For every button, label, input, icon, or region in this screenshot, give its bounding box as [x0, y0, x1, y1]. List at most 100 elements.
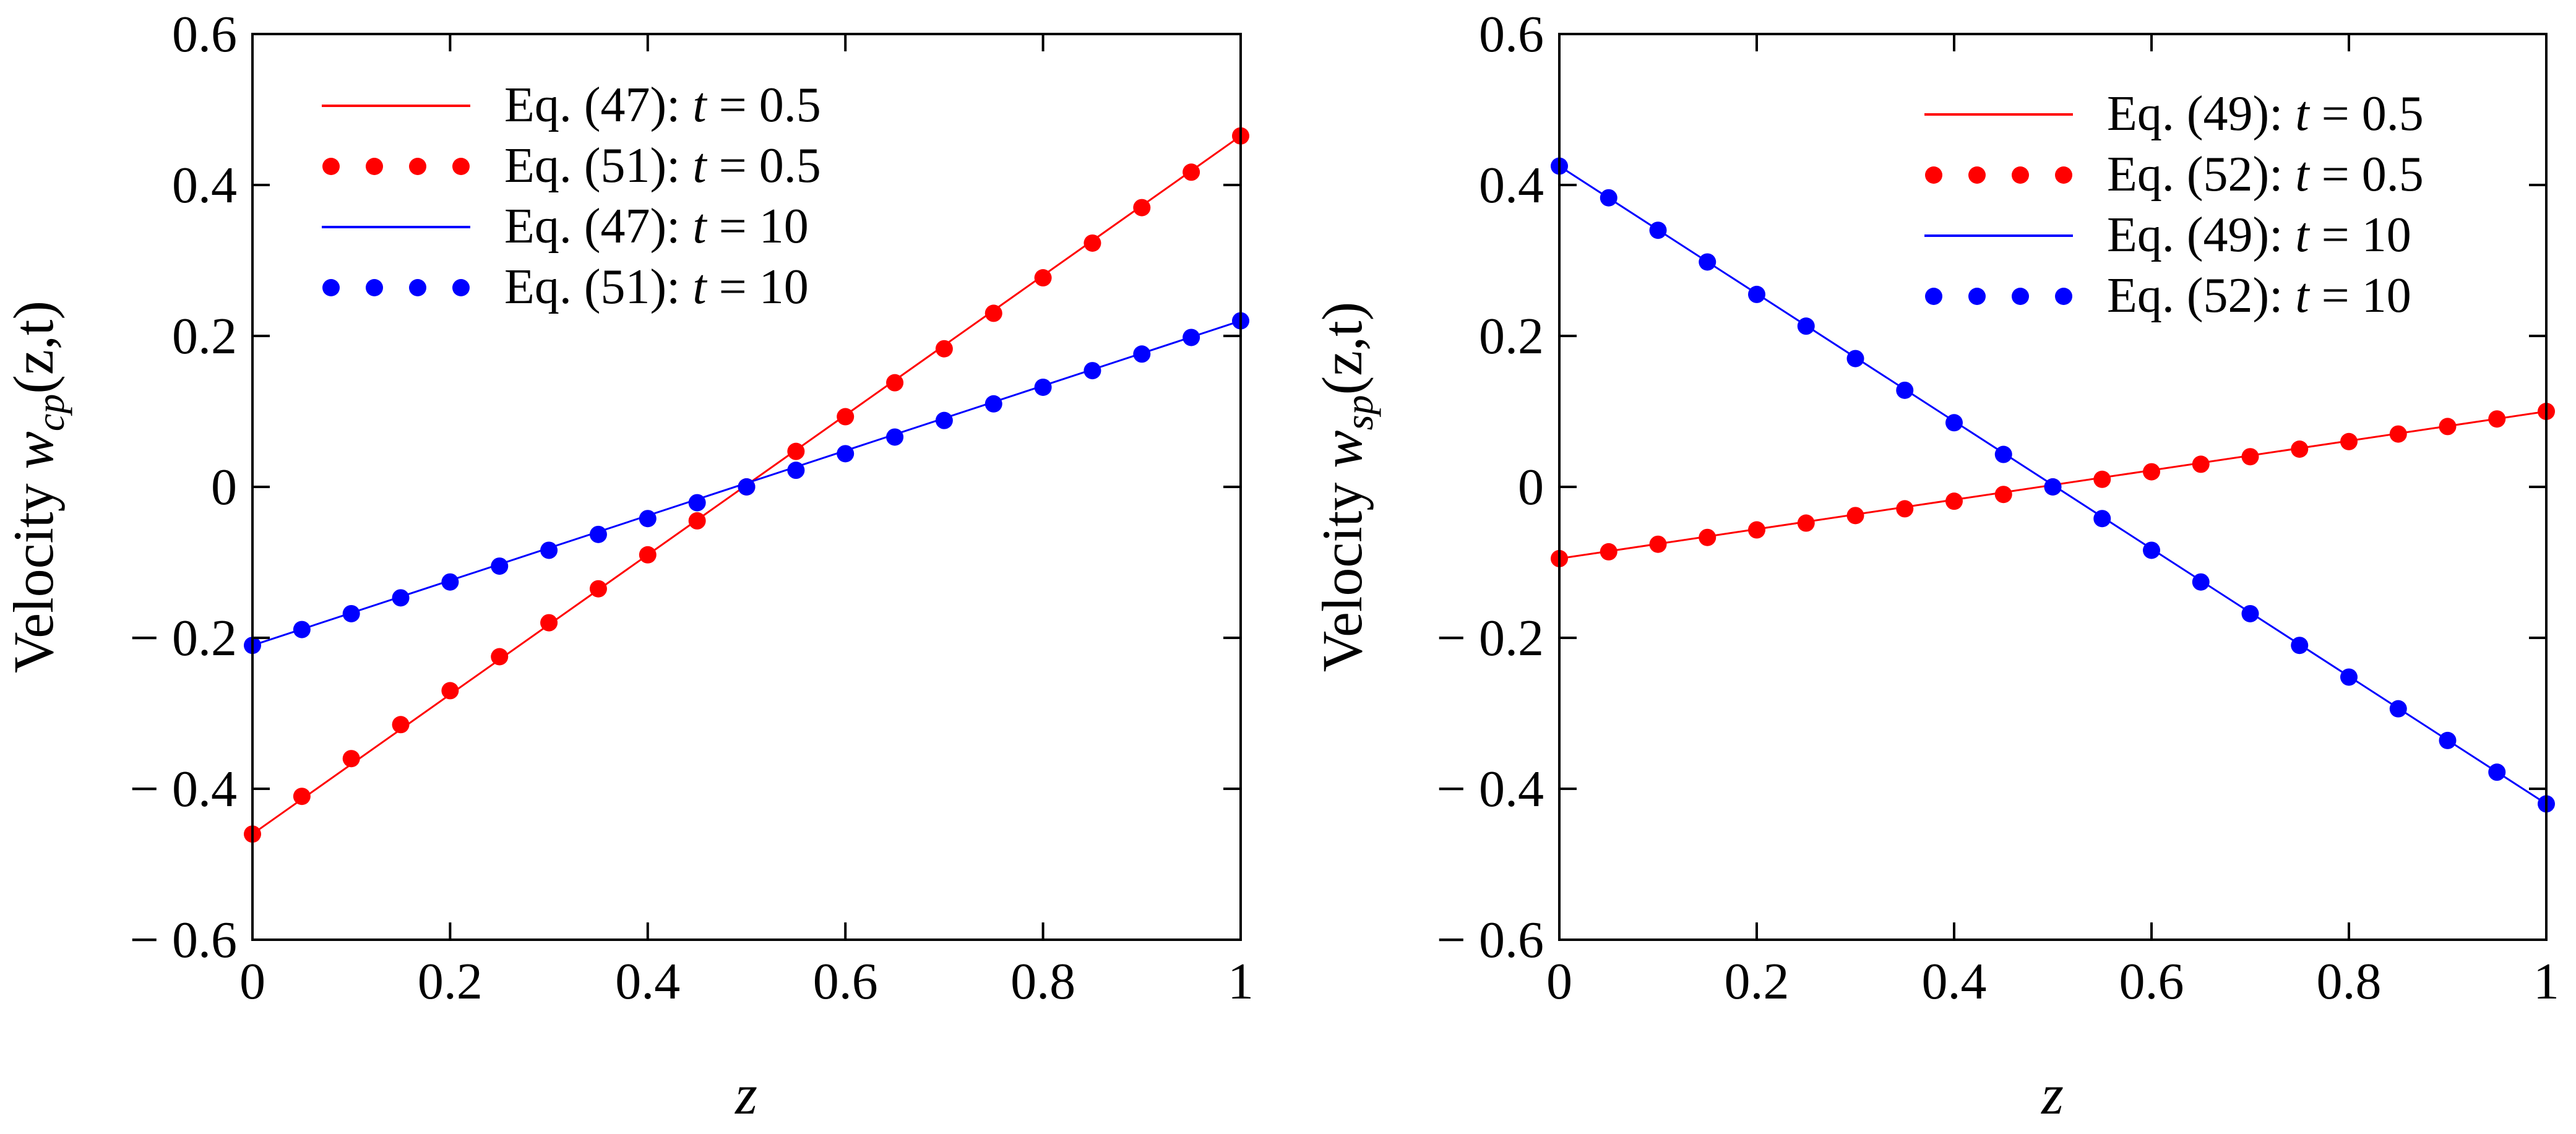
data-point	[1133, 199, 1151, 217]
data-point	[1846, 507, 1864, 525]
legend-label-eq: Eq. (52):	[2107, 268, 2295, 323]
x-tick-label: 0.8	[1010, 953, 1075, 1010]
data-point	[1182, 163, 1200, 181]
data-point	[1034, 378, 1052, 396]
x-tick-label: 1	[1228, 953, 1254, 1010]
legend-swatch-dot	[2055, 166, 2072, 184]
x-tick-label: 0	[1546, 953, 1572, 1010]
data-point	[787, 462, 805, 479]
x-tick-label: 0.2	[418, 953, 483, 1010]
data-point	[1846, 350, 1864, 367]
data-point	[2340, 432, 2358, 450]
data-point	[1600, 189, 1618, 207]
legend-label-value: = 0.5	[707, 139, 821, 193]
data-point	[293, 788, 311, 805]
data-point	[293, 621, 311, 638]
legend-label-eq: Eq. (51):	[504, 139, 692, 193]
data-point	[2044, 478, 2062, 496]
data-point	[886, 428, 904, 446]
legend-label-eq: Eq. (52):	[2107, 147, 2295, 202]
legend-swatch-dot	[366, 158, 383, 175]
data-point	[2143, 541, 2160, 559]
legend-label-var: t	[692, 139, 707, 193]
data-point	[1994, 486, 2012, 504]
data-point	[688, 494, 706, 512]
data-point	[540, 541, 558, 559]
data-point	[2192, 455, 2210, 473]
y-label-prefix: Velocity	[2, 469, 65, 673]
data-point	[2093, 470, 2111, 488]
data-point	[787, 442, 805, 460]
legend: Eq. (47): t = 0.5Eq. (51): t = 0.5Eq. (4…	[322, 78, 821, 314]
y-label-var: w	[1311, 430, 1374, 468]
data-point	[688, 512, 706, 530]
legend-label: Eq. (47): t = 10	[504, 199, 809, 254]
x-tick-label: 0.2	[1725, 953, 1790, 1010]
y-label-args: (z,t)	[2, 301, 65, 394]
x-tick-label: 0.4	[1922, 953, 1987, 1010]
legend-label: Eq. (47): t = 0.5	[504, 78, 821, 132]
legend-label: Eq. (51): t = 10	[504, 260, 809, 314]
data-point	[2439, 731, 2457, 749]
legend-swatch-dot	[2012, 166, 2029, 184]
legend-label-value: = 10	[707, 260, 809, 314]
data-point	[1600, 543, 1618, 561]
legend-label-var: t	[2295, 208, 2310, 262]
x-axis-label: z	[2040, 1063, 2064, 1126]
data-point	[1083, 362, 1101, 380]
data-point	[342, 750, 360, 768]
data-point	[935, 340, 953, 358]
data-point	[392, 716, 410, 734]
data-point	[1797, 317, 1815, 335]
data-point	[2291, 637, 2309, 655]
legend-label: Eq. (49): t = 0.5	[2107, 87, 2424, 141]
legend-label: Eq. (51): t = 0.5	[504, 139, 821, 193]
x-tick-label: 0.8	[2317, 953, 2382, 1010]
data-point	[984, 395, 1002, 413]
legend-swatch-dot	[322, 279, 340, 296]
data-point	[1945, 414, 1963, 432]
x-axis-label: z	[734, 1063, 757, 1126]
x-tick-label: 0	[239, 953, 265, 1010]
y-tick-label: 0.4	[1479, 157, 1544, 214]
y-label-prefix: Velocity	[1311, 468, 1374, 672]
legend-label-eq: Eq. (47):	[504, 199, 692, 254]
y-tick-label: − 0.4	[1437, 760, 1544, 818]
data-point	[2340, 668, 2358, 686]
legend-swatch-dot	[1968, 288, 1986, 305]
data-point	[1797, 514, 1815, 532]
data-point	[2488, 410, 2506, 428]
data-point	[1649, 221, 1667, 239]
data-point	[1748, 521, 1765, 539]
y-tick-label: 0.2	[1479, 307, 1544, 365]
data-point	[1133, 345, 1151, 363]
legend-label-var: t	[692, 199, 707, 254]
y-tick-label: − 0.6	[130, 911, 237, 969]
data-point	[589, 580, 607, 598]
legend-swatch-dot	[2055, 288, 2072, 305]
legend-label: Eq. (49): t = 10	[2107, 208, 2411, 262]
data-point	[342, 604, 360, 622]
data-point	[540, 614, 558, 632]
legend-label-eq: Eq. (49):	[2107, 87, 2295, 141]
legend-label-var: t	[692, 78, 707, 132]
legend-swatch-dot	[2012, 288, 2029, 305]
y-label-var: w	[2, 431, 65, 469]
data-point	[2241, 604, 2259, 622]
data-point	[441, 682, 459, 700]
y-tick-label: 0.4	[172, 157, 237, 214]
y-tick-label: 0.6	[172, 6, 237, 63]
data-point	[589, 525, 607, 543]
legend-label-value: = 10	[707, 199, 809, 254]
data-point	[935, 411, 953, 429]
data-point	[1994, 445, 2012, 463]
data-point	[491, 557, 509, 575]
y-label-args: (z,t)	[1311, 302, 1374, 395]
x-tick-label: 0.6	[2119, 953, 2184, 1010]
legend-label: Eq. (52): t = 0.5	[2107, 147, 2424, 202]
legend-label-eq: Eq. (47):	[504, 78, 692, 132]
legend-label-var: t	[2295, 87, 2310, 141]
legend-label-value: = 10	[2309, 268, 2411, 323]
legend: Eq. (49): t = 0.5 Eq. (52): t = 0.5 Eq. (4…	[1924, 87, 2424, 323]
